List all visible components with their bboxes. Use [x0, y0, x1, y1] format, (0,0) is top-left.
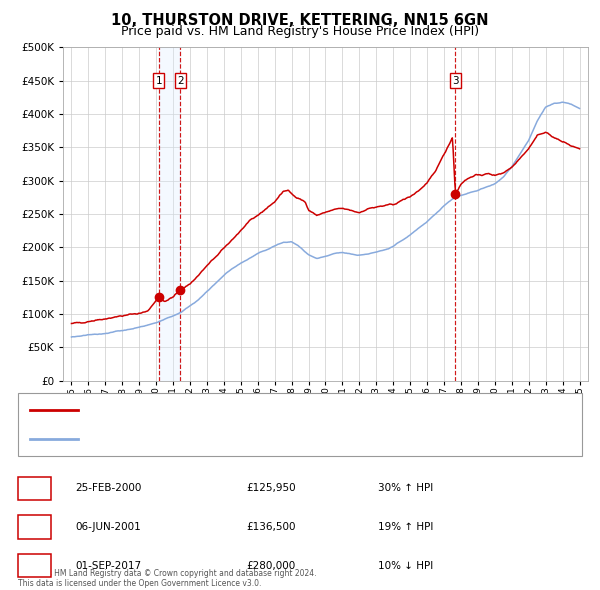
- Text: £136,500: £136,500: [246, 522, 296, 532]
- Text: 2: 2: [177, 76, 184, 86]
- Text: 10% ↓ HPI: 10% ↓ HPI: [378, 560, 433, 571]
- Text: £125,950: £125,950: [246, 483, 296, 493]
- Text: 1: 1: [31, 483, 38, 493]
- Text: Contains HM Land Registry data © Crown copyright and database right 2024.
This d: Contains HM Land Registry data © Crown c…: [18, 569, 317, 588]
- Text: 3: 3: [452, 76, 459, 86]
- Bar: [18, 554, 51, 577]
- Text: Price paid vs. HM Land Registry's House Price Index (HPI): Price paid vs. HM Land Registry's House …: [121, 25, 479, 38]
- Bar: [18, 477, 51, 500]
- Text: 1: 1: [155, 76, 162, 86]
- Text: 10, THURSTON DRIVE, KETTERING, NN15 6GN (detached house): 10, THURSTON DRIVE, KETTERING, NN15 6GN …: [87, 405, 376, 414]
- Text: 19% ↑ HPI: 19% ↑ HPI: [378, 522, 433, 532]
- Bar: [18, 392, 582, 455]
- Text: 30% ↑ HPI: 30% ↑ HPI: [378, 483, 433, 493]
- Text: 10, THURSTON DRIVE, KETTERING, NN15 6GN: 10, THURSTON DRIVE, KETTERING, NN15 6GN: [111, 13, 489, 28]
- Bar: [18, 515, 51, 539]
- Text: 2: 2: [31, 522, 38, 532]
- Bar: [158, 47, 181, 381]
- Text: 25-FEB-2000: 25-FEB-2000: [75, 483, 142, 493]
- Text: 01-SEP-2017: 01-SEP-2017: [75, 560, 141, 571]
- Text: HPI: Average price, detached house, North Northamptonshire: HPI: Average price, detached house, Nort…: [87, 434, 365, 443]
- Text: 3: 3: [31, 560, 38, 571]
- Text: £280,000: £280,000: [246, 560, 295, 571]
- Text: 06-JUN-2001: 06-JUN-2001: [75, 522, 141, 532]
